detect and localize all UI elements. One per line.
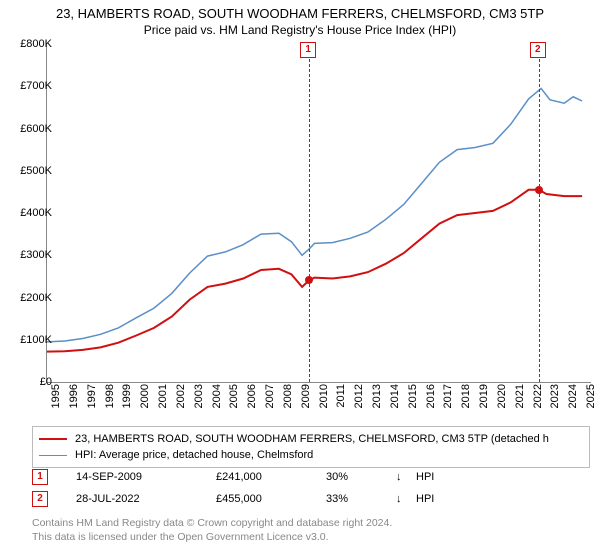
- x-axis-label: 2004: [211, 384, 223, 408]
- y-axis-label: £300K: [10, 249, 52, 261]
- x-axis-label: 1995: [50, 384, 62, 408]
- x-axis-label: 2010: [318, 384, 330, 408]
- x-axis-label: 1996: [68, 384, 80, 408]
- y-axis-label: £400K: [10, 207, 52, 219]
- sales-table: 1 14-SEP-2009 £241,000 30% ↓ HPI 2 28-JU…: [32, 466, 590, 510]
- sales-row-2: 2 28-JUL-2022 £455,000 33% ↓ HPI: [32, 488, 590, 510]
- sales-price-2: £455,000: [216, 493, 326, 505]
- y-axis-label: £200K: [10, 292, 52, 304]
- x-axis-label: 2000: [139, 384, 151, 408]
- x-axis-label: 2022: [532, 384, 544, 408]
- legend-swatch-property: [39, 438, 67, 440]
- x-axis-label: 2007: [264, 384, 276, 408]
- legend: 23, HAMBERTS ROAD, SOUTH WOODHAM FERRERS…: [32, 426, 590, 468]
- x-axis-label: 1998: [104, 384, 116, 408]
- x-axis-label: 2015: [407, 384, 419, 408]
- y-axis-label: £600K: [10, 123, 52, 135]
- x-axis-label: 2011: [335, 384, 347, 408]
- sales-price-1: £241,000: [216, 471, 326, 483]
- sale-dot: [535, 186, 543, 194]
- x-axis-label: 2018: [460, 384, 472, 408]
- legend-text-hpi: HPI: Average price, detached house, Chel…: [75, 447, 313, 463]
- legend-row-hpi: HPI: Average price, detached house, Chel…: [39, 447, 583, 463]
- x-axis-label: 2016: [425, 384, 437, 408]
- x-axis-label: 2017: [442, 384, 454, 408]
- x-axis-label: 2002: [175, 384, 187, 408]
- x-axis-label: 1999: [121, 384, 133, 408]
- footer-line-1: Contains HM Land Registry data © Crown c…: [32, 516, 392, 530]
- x-axis-label: 2020: [496, 384, 508, 408]
- legend-swatch-hpi: [39, 455, 67, 456]
- chart-marker-1: 1: [300, 42, 316, 58]
- x-axis-label: 2024: [567, 384, 579, 408]
- marker-vline: [539, 44, 540, 382]
- footer-attribution: Contains HM Land Registry data © Crown c…: [32, 516, 392, 544]
- x-axis-label: 2001: [157, 384, 169, 408]
- legend-row-property: 23, HAMBERTS ROAD, SOUTH WOODHAM FERRERS…: [39, 431, 583, 447]
- x-axis-label: 2021: [514, 384, 526, 408]
- sales-delta-1: 30%: [326, 471, 396, 483]
- legend-text-property: 23, HAMBERTS ROAD, SOUTH WOODHAM FERRERS…: [75, 431, 549, 447]
- chart-subtitle: Price paid vs. HM Land Registry's House …: [0, 23, 600, 37]
- sales-hpi-1: HPI: [416, 471, 434, 483]
- x-axis-label: 2009: [300, 384, 312, 408]
- chart-title: 23, HAMBERTS ROAD, SOUTH WOODHAM FERRERS…: [0, 6, 600, 21]
- down-arrow-icon: ↓: [396, 493, 416, 505]
- sales-delta-2: 33%: [326, 493, 396, 505]
- down-arrow-icon: ↓: [396, 471, 416, 483]
- y-axis-label: £0: [10, 376, 52, 388]
- y-axis-label: £800K: [10, 38, 52, 50]
- chart-marker-2: 2: [530, 42, 546, 58]
- y-axis-label: £700K: [10, 80, 52, 92]
- footer-line-2: This data is licensed under the Open Gov…: [32, 530, 392, 544]
- y-axis-label: £100K: [10, 334, 52, 346]
- sales-date-1: 14-SEP-2009: [76, 471, 216, 483]
- sale-dot: [305, 276, 313, 284]
- sales-marker-2: 2: [32, 491, 48, 507]
- x-axis-label: 2005: [228, 384, 240, 408]
- x-axis-label: 2006: [246, 384, 258, 408]
- x-axis-label: 2013: [371, 384, 383, 408]
- y-axis-label: £500K: [10, 165, 52, 177]
- x-axis-label: 2003: [193, 384, 205, 408]
- x-axis-label: 1997: [86, 384, 98, 408]
- x-axis-label: 2019: [478, 384, 490, 408]
- sales-hpi-2: HPI: [416, 493, 434, 505]
- x-axis-label: 2008: [282, 384, 294, 408]
- sales-date-2: 28-JUL-2022: [76, 493, 216, 505]
- x-axis-label: 2025: [585, 384, 597, 408]
- x-axis-label: 2023: [549, 384, 561, 408]
- x-axis-label: 2014: [389, 384, 401, 408]
- marker-vline: [309, 44, 310, 382]
- x-axis-label: 2012: [353, 384, 365, 408]
- sales-marker-1: 1: [32, 469, 48, 485]
- chart-plot-area: [46, 44, 591, 383]
- sales-row-1: 1 14-SEP-2009 £241,000 30% ↓ HPI: [32, 466, 590, 488]
- chart-lines: [47, 44, 591, 382]
